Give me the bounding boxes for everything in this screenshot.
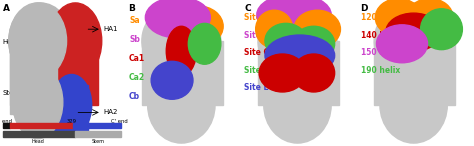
Ellipse shape bbox=[52, 74, 91, 136]
Text: Stem: Stem bbox=[91, 139, 104, 144]
Ellipse shape bbox=[264, 67, 331, 143]
Ellipse shape bbox=[151, 61, 193, 99]
Ellipse shape bbox=[172, 6, 223, 47]
Bar bbox=[10, 41, 56, 114]
Ellipse shape bbox=[375, 0, 422, 36]
Bar bbox=[10, 123, 73, 128]
Ellipse shape bbox=[380, 67, 447, 143]
Ellipse shape bbox=[257, 0, 331, 35]
Ellipse shape bbox=[258, 3, 337, 79]
Ellipse shape bbox=[386, 13, 441, 51]
Text: HA2: HA2 bbox=[103, 109, 118, 115]
Text: Stem: Stem bbox=[2, 90, 21, 97]
Ellipse shape bbox=[188, 23, 221, 64]
Text: 277: 277 bbox=[73, 133, 82, 138]
Text: C: C bbox=[244, 4, 251, 13]
Text: HA2: HA2 bbox=[89, 124, 100, 129]
Text: Sb: Sb bbox=[129, 35, 140, 44]
Ellipse shape bbox=[255, 10, 293, 48]
Ellipse shape bbox=[293, 26, 335, 61]
Text: A: A bbox=[2, 4, 9, 13]
Text: D: D bbox=[360, 4, 368, 13]
Text: Site E: Site E bbox=[244, 83, 269, 92]
Text: N' end: N' end bbox=[0, 119, 12, 124]
Ellipse shape bbox=[265, 23, 307, 58]
Ellipse shape bbox=[166, 26, 196, 76]
Bar bbox=[2, 131, 75, 137]
Text: Ca1: Ca1 bbox=[129, 54, 145, 63]
Text: 150 loop: 150 loop bbox=[361, 48, 399, 57]
Text: C' end: C' end bbox=[111, 119, 128, 124]
Ellipse shape bbox=[9, 3, 66, 79]
Ellipse shape bbox=[11, 64, 69, 134]
Ellipse shape bbox=[293, 54, 335, 92]
Text: Head: Head bbox=[31, 139, 44, 144]
Ellipse shape bbox=[376, 25, 428, 63]
Text: HA1: HA1 bbox=[103, 26, 118, 32]
Text: Ca2: Ca2 bbox=[129, 73, 145, 82]
Ellipse shape bbox=[420, 9, 462, 50]
Ellipse shape bbox=[9, 3, 72, 79]
Ellipse shape bbox=[265, 35, 335, 76]
Text: 329: 329 bbox=[67, 119, 77, 124]
Bar bbox=[2, 123, 10, 128]
Text: 120 loop: 120 loop bbox=[361, 13, 399, 22]
Bar bbox=[75, 131, 120, 137]
Ellipse shape bbox=[146, 0, 210, 38]
Text: HA1: HA1 bbox=[36, 124, 46, 129]
Bar bbox=[10, 41, 63, 105]
Ellipse shape bbox=[259, 54, 306, 92]
Ellipse shape bbox=[12, 66, 63, 139]
Ellipse shape bbox=[374, 3, 453, 79]
Ellipse shape bbox=[49, 3, 102, 79]
Text: Sa: Sa bbox=[129, 16, 140, 25]
Bar bbox=[53, 85, 88, 131]
Text: 60: 60 bbox=[17, 133, 23, 138]
Ellipse shape bbox=[294, 10, 340, 48]
Bar bbox=[73, 123, 120, 128]
Text: Cb: Cb bbox=[129, 92, 140, 101]
Text: Site B: Site B bbox=[244, 31, 269, 40]
Ellipse shape bbox=[407, 0, 453, 36]
Bar bbox=[142, 41, 223, 105]
Text: B: B bbox=[128, 4, 135, 13]
Text: SP: SP bbox=[3, 124, 9, 129]
Text: 140 loop: 140 loop bbox=[361, 31, 399, 40]
Ellipse shape bbox=[148, 67, 215, 143]
Text: Site D: Site D bbox=[244, 66, 270, 75]
Ellipse shape bbox=[172, 19, 207, 60]
Text: Site A: Site A bbox=[244, 13, 269, 22]
Bar bbox=[258, 41, 339, 105]
Text: Head: Head bbox=[2, 39, 21, 45]
Bar bbox=[374, 41, 456, 105]
Text: 190 helix: 190 helix bbox=[361, 66, 401, 75]
Text: Site C: Site C bbox=[244, 48, 269, 57]
Bar bbox=[50, 41, 98, 105]
Ellipse shape bbox=[142, 3, 221, 79]
